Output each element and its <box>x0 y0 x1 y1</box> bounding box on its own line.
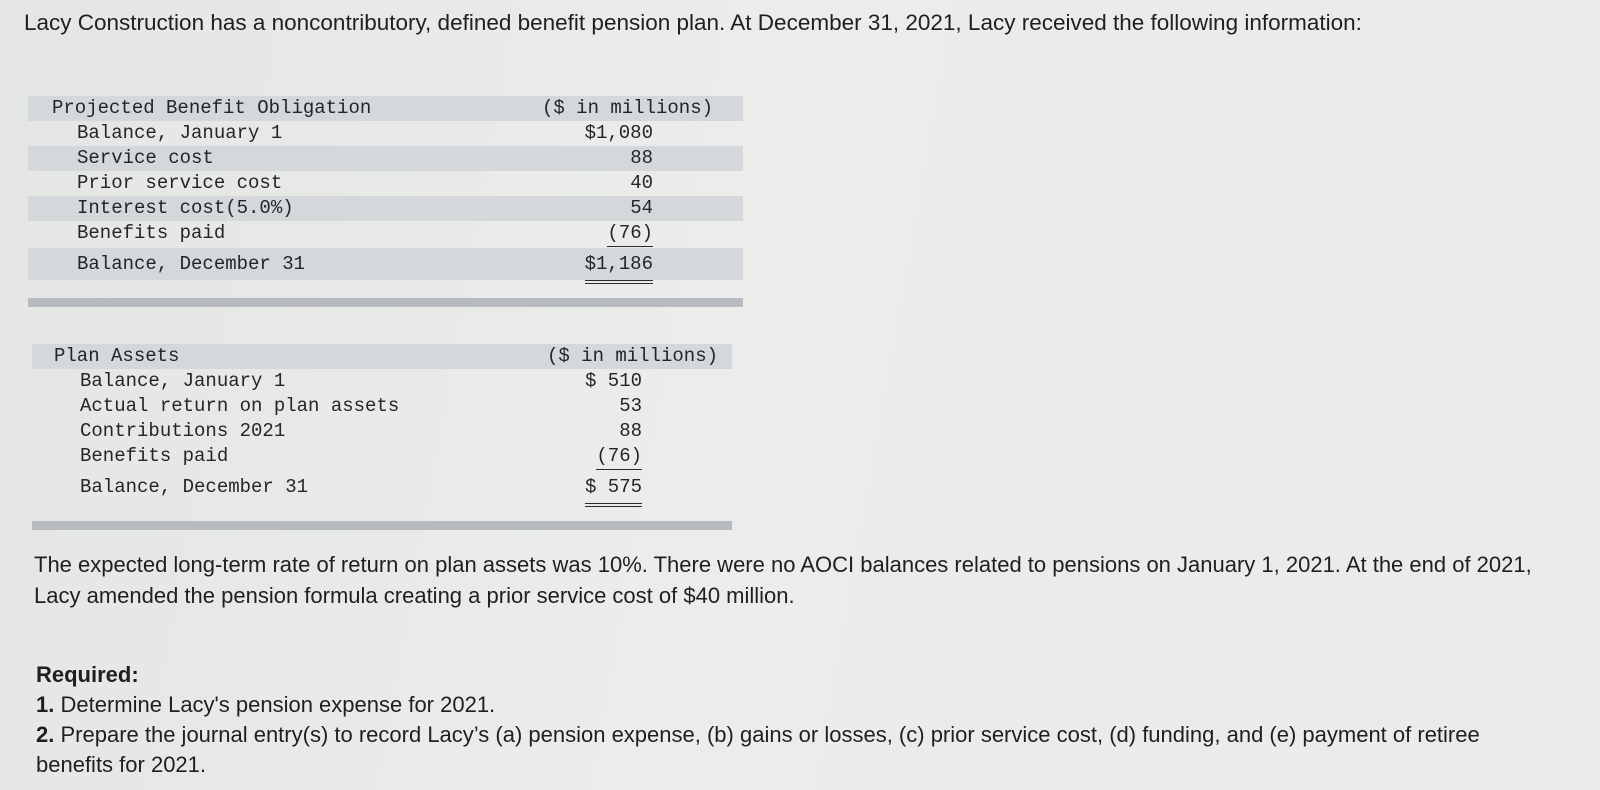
row-value: $1,080 <box>584 122 653 144</box>
table-divider <box>28 298 743 307</box>
row-value: 54 <box>630 197 653 219</box>
table-row: Benefits paid (76) <box>32 444 732 470</box>
pbo-total-row: Balance, December 31 $1,186 <box>28 248 743 284</box>
pbo-title: Projected Benefit Obligation <box>52 97 372 119</box>
table-row: Balance, January 1 $1,080 <box>28 121 743 146</box>
row-value: (76) <box>596 444 642 470</box>
row-value: 53 <box>619 395 642 417</box>
table-row: Benefits paid (76) <box>28 221 743 247</box>
total-label: Balance, December 31 <box>80 476 309 498</box>
table-row: Prior service cost 40 <box>28 171 743 196</box>
row-value: $ 510 <box>584 370 642 392</box>
table-row: Actual return on plan assets 53 <box>32 394 732 419</box>
intro-text: Lacy Construction has a noncontributory,… <box>24 10 1362 35</box>
assets-total-row: Balance, December 31 $ 575 <box>32 471 732 507</box>
row-value: (76) <box>607 221 653 247</box>
pbo-table: Projected Benefit Obligation ($ in milli… <box>28 96 743 307</box>
row-label: Balance, January 1 <box>80 370 286 392</box>
pbo-header-row: Projected Benefit Obligation ($ in milli… <box>28 96 743 121</box>
total-label: Balance, December 31 <box>77 253 306 275</box>
required-item: 2. Prepare the journal entry(s) to recor… <box>36 720 1536 780</box>
required-item: 1. Determine Lacy's pension expense for … <box>36 690 1536 720</box>
total-value: $1,186 <box>584 248 653 284</box>
total-value: $ 575 <box>584 471 642 507</box>
row-label: Benefits paid <box>77 222 226 244</box>
item-number: 2. <box>36 722 55 747</box>
assets-header-row: Plan Assets ($ in millions) <box>32 344 732 369</box>
row-value: 40 <box>630 172 653 194</box>
row-label: Balance, January 1 <box>77 122 283 144</box>
item-text: Determine Lacy's pension expense for 202… <box>60 692 496 717</box>
row-label: Actual return on plan assets <box>80 395 400 417</box>
row-value: 88 <box>619 420 642 442</box>
table-divider <box>32 521 732 530</box>
assets-unit: ($ in millions) <box>546 345 718 367</box>
item-number: 1. <box>36 692 55 717</box>
table-row: Service cost 88 <box>28 146 743 171</box>
table-row: Balance, January 1 $ 510 <box>32 369 732 394</box>
required-title: Required: <box>36 662 139 687</box>
table-row: Interest cost(5.0%) 54 <box>28 196 743 221</box>
row-label: Service cost <box>77 147 214 169</box>
pbo-unit: ($ in millions) <box>541 97 713 119</box>
assumptions-paragraph: The expected long-term rate of return on… <box>34 552 1532 608</box>
row-value: 88 <box>630 147 653 169</box>
row-label: Contributions 2021 <box>80 420 286 442</box>
row-label: Interest cost(5.0%) <box>77 197 294 219</box>
item-text: Prepare the journal entry(s) to record L… <box>36 722 1480 777</box>
row-label: Benefits paid <box>80 445 229 467</box>
table-row: Contributions 2021 88 <box>32 419 732 444</box>
required-section: Required: 1. Determine Lacy's pension ex… <box>36 660 1536 780</box>
assets-title: Plan Assets <box>54 345 180 367</box>
row-label: Prior service cost <box>77 172 283 194</box>
plan-assets-table: Plan Assets ($ in millions) Balance, Jan… <box>32 344 732 530</box>
